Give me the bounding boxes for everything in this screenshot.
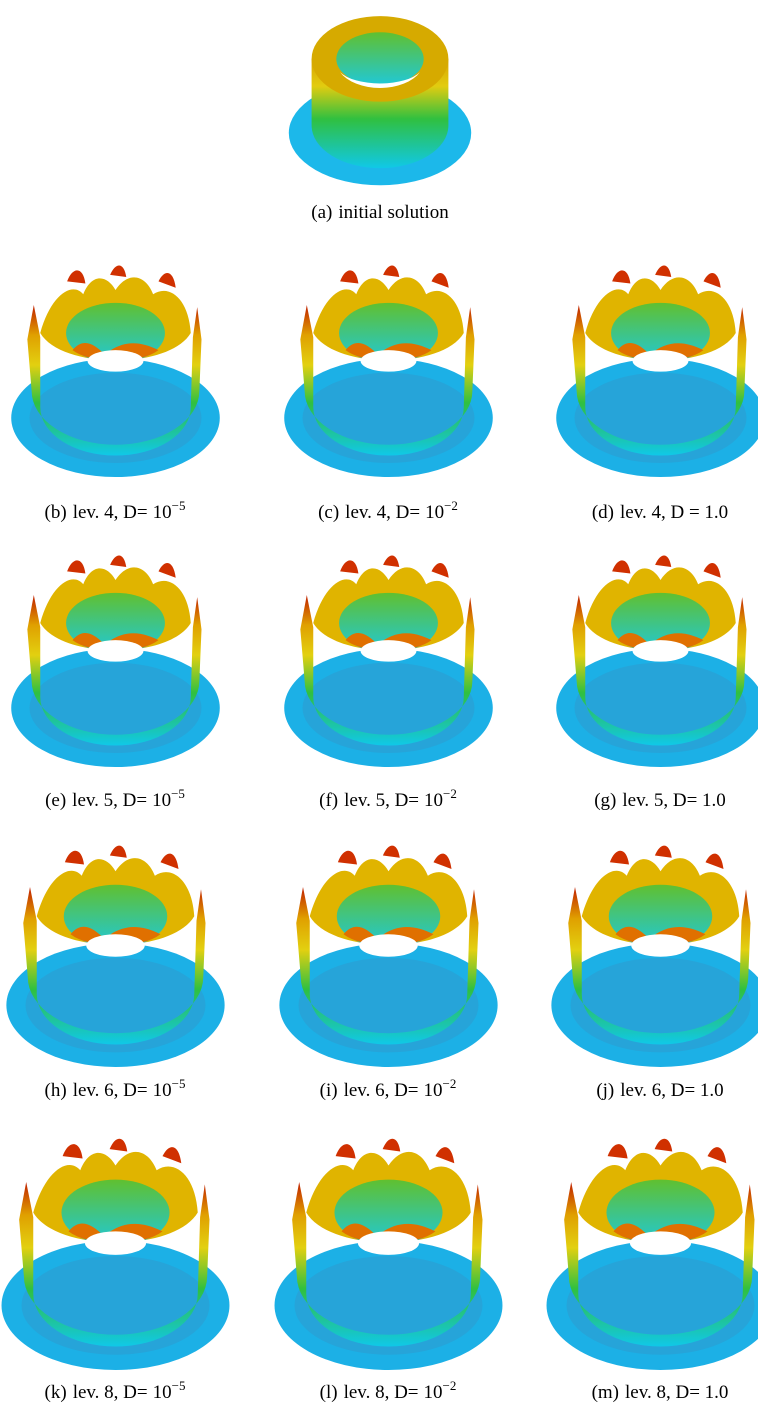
caption-label: (a): [311, 202, 332, 223]
caption-label: (c): [318, 502, 339, 523]
caption-base: 10: [152, 790, 171, 811]
figure-page: (a)initial solution(b)lev. 4, D=10−5(c)l…: [0, 0, 758, 1416]
caption-exponent: −2: [443, 1378, 457, 1393]
surface-plot: [0, 1135, 233, 1370]
surface-plot: [548, 842, 758, 1067]
caption-exponent: −2: [443, 786, 457, 801]
caption-label: (b): [45, 502, 67, 523]
ring-surface: [279, 846, 497, 1067]
caption-label: (f): [319, 790, 338, 811]
surface-plot: [3, 842, 228, 1067]
caption-base: 10: [424, 1080, 443, 1101]
caption: (e)lev. 5, D=10−5: [45, 790, 185, 812]
caption-text: lev. 4, D=: [73, 502, 148, 523]
caption-base: 10: [424, 790, 443, 811]
ring-surface: [289, 16, 471, 185]
caption-text: lev. 5, D= 1.0: [622, 790, 725, 811]
caption: (a) initial solution: [311, 202, 448, 224]
surface-plot: [281, 552, 496, 767]
caption-label: (k): [45, 1382, 67, 1403]
caption: (d) lev. 4, D = 1.0: [592, 502, 728, 524]
caption-text: lev. 6, D= 1.0: [620, 1080, 723, 1101]
caption: (c)lev. 4, D=10−2: [318, 502, 458, 524]
ring-surface: [551, 846, 758, 1067]
surface-plot: [553, 552, 758, 767]
caption: (h)lev. 6, D=10−5: [45, 1080, 186, 1102]
surface-plot: [543, 1135, 758, 1370]
caption-text: lev. 8, D= 1.0: [625, 1382, 728, 1403]
caption-exponent: −5: [171, 786, 185, 801]
ring-surface: [284, 265, 493, 477]
caption-text: lev. 8, D=: [73, 1382, 148, 1403]
caption: (m) lev. 8, D= 1.0: [592, 1382, 729, 1404]
caption-base: 10: [424, 1382, 443, 1403]
caption: (g) lev. 5, D= 1.0: [594, 790, 726, 812]
caption-base: 10: [153, 1382, 172, 1403]
caption-text: lev. 4, D=: [345, 502, 420, 523]
ring-surface: [11, 265, 220, 477]
surface-plot: [281, 262, 496, 477]
caption: (f)lev. 5, D=10−2: [319, 790, 457, 812]
caption-label: (e): [45, 790, 66, 811]
caption-label: (d): [592, 502, 614, 523]
ring-surface: [556, 265, 758, 477]
ring-surface: [1, 1139, 229, 1370]
caption: (b)lev. 4, D=10−5: [45, 502, 186, 524]
caption-text: lev. 6, D=: [73, 1080, 148, 1101]
surface-plot: [276, 842, 501, 1067]
caption-base: 10: [153, 1080, 172, 1101]
surface-plot: [8, 262, 223, 477]
caption-base: 10: [425, 502, 444, 523]
surface-plot: [271, 1135, 506, 1370]
surface-plot: [553, 262, 758, 477]
caption-base: 10: [153, 502, 172, 523]
surface-plot: [285, 0, 475, 190]
caption-label: (h): [45, 1080, 67, 1101]
caption-exponent: −2: [444, 498, 458, 513]
caption-exponent: −5: [172, 498, 186, 513]
caption-label: (i): [320, 1080, 338, 1101]
caption-text: lev. 5, D=: [344, 790, 419, 811]
caption: (k)lev. 8, D=10−5: [45, 1382, 186, 1404]
caption-text: lev. 8, D=: [344, 1382, 419, 1403]
ring-surface: [6, 846, 224, 1067]
caption-exponent: −5: [172, 1378, 186, 1393]
ring-surface: [556, 555, 758, 767]
caption: (l)lev. 8, D=10−2: [320, 1382, 457, 1404]
caption-label: (g): [594, 790, 616, 811]
surface-plot: [8, 552, 223, 767]
ring-surface: [274, 1139, 502, 1370]
caption-text: initial solution: [338, 202, 448, 223]
caption: (i)lev. 6, D=10−2: [320, 1080, 457, 1102]
caption-exponent: −2: [443, 1076, 457, 1091]
ring-surface: [284, 555, 493, 767]
caption-label: (j): [596, 1080, 614, 1101]
caption-text: lev. 4, D = 1.0: [620, 502, 728, 523]
caption-text: lev. 6, D=: [344, 1080, 419, 1101]
ring-surface: [546, 1139, 758, 1370]
ring-surface: [11, 555, 220, 767]
caption-label: (l): [320, 1382, 338, 1403]
caption-exponent: −5: [172, 1076, 186, 1091]
caption-label: (m): [592, 1382, 619, 1403]
caption: (j) lev. 6, D= 1.0: [596, 1080, 723, 1102]
caption-text: lev. 5, D=: [72, 790, 147, 811]
